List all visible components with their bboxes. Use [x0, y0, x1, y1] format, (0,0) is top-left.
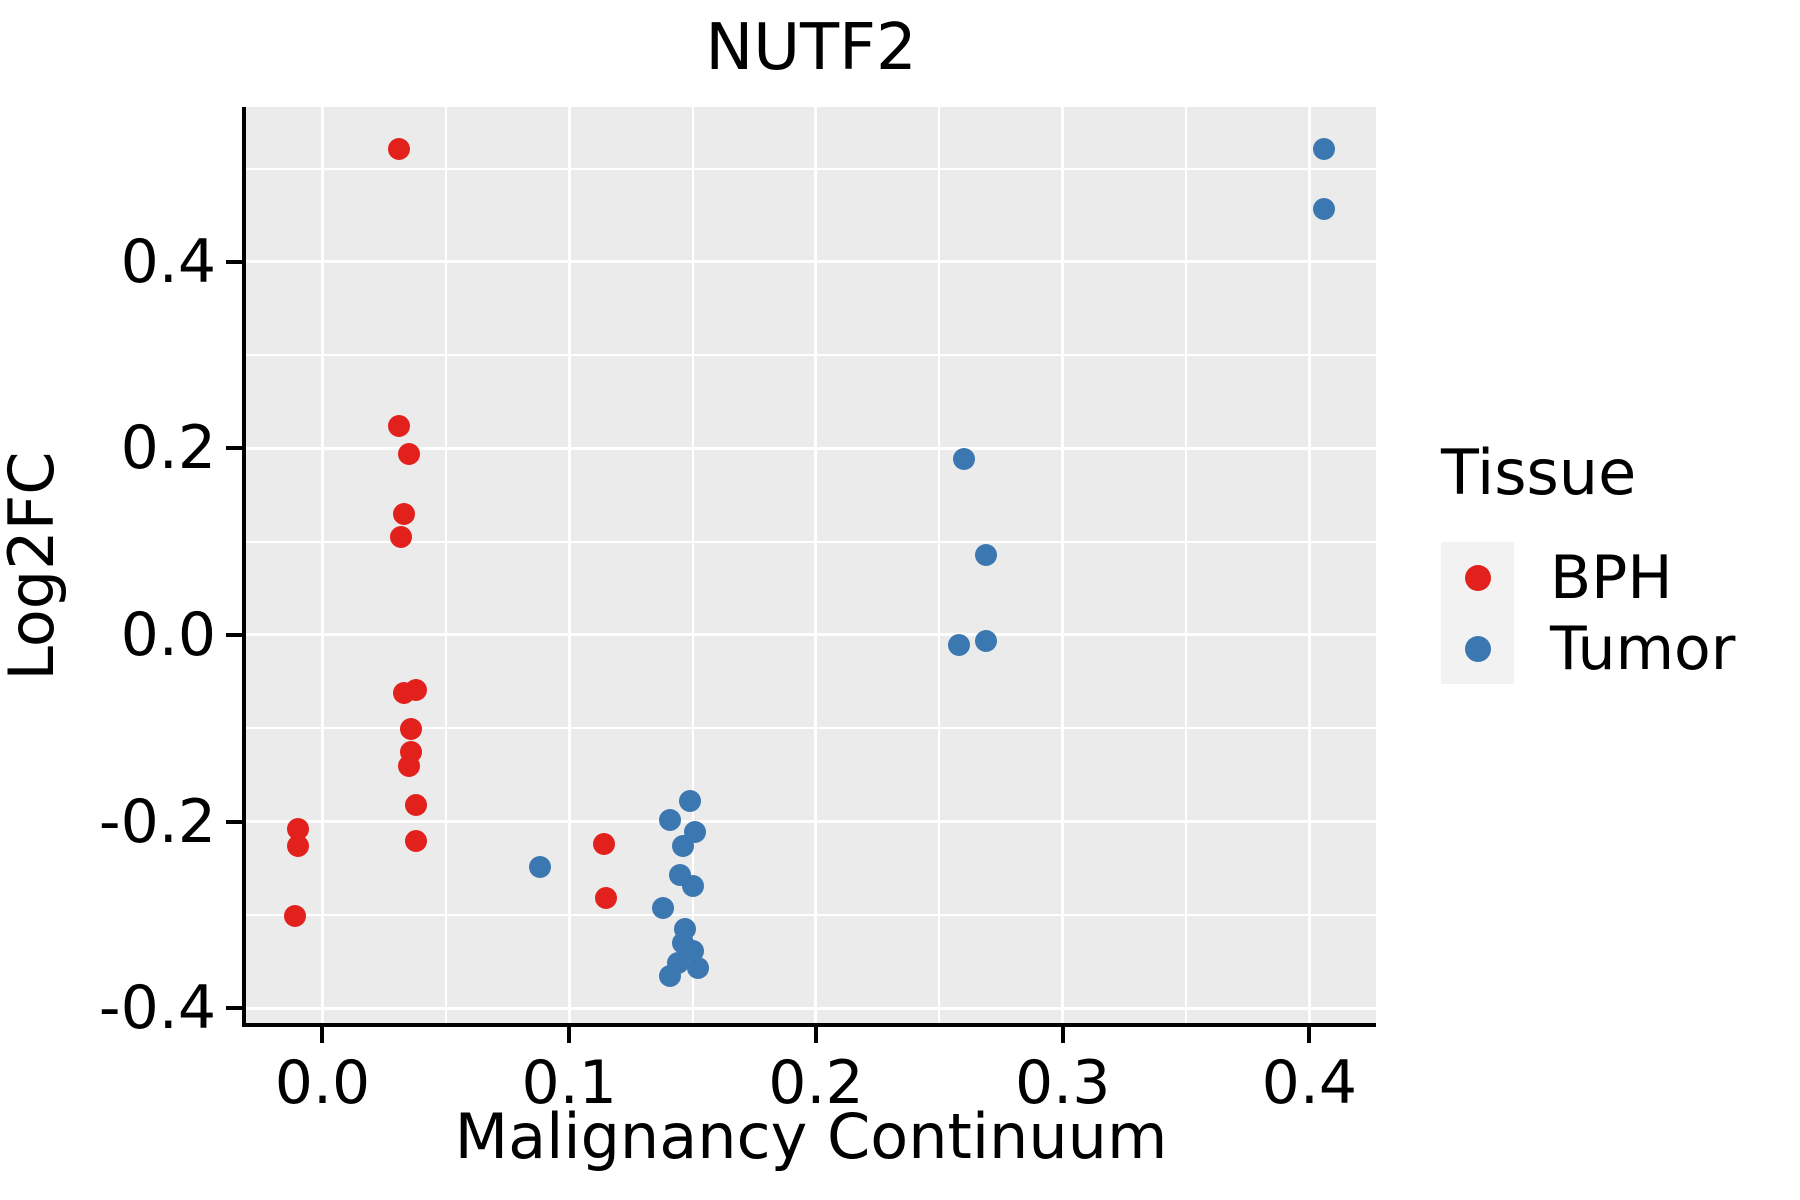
gridline-major-y [246, 260, 1376, 264]
legend-key-bph [1441, 542, 1514, 613]
data-point-bph [405, 678, 428, 701]
data-point-tumor [681, 874, 704, 897]
x-tick-mark [1307, 1027, 1312, 1043]
gridline-major-x [320, 107, 324, 1023]
data-point-tumor [659, 965, 682, 988]
y-tick-label: 0.0 [120, 599, 216, 670]
x-tick-mark [1060, 1027, 1065, 1043]
y-tick-label: -0.4 [98, 973, 216, 1044]
data-point-tumor [651, 897, 674, 920]
data-point-tumor [1313, 137, 1336, 160]
x-tick-label: 0.0 [274, 1048, 371, 1118]
legend-entry-bph: BPH [1441, 542, 1735, 613]
y-tick-mark [226, 259, 242, 264]
legend-dot-bph-icon [1464, 564, 1491, 591]
x-tick-mark [813, 1027, 818, 1043]
gridline-major-y [246, 1006, 1376, 1010]
x-tick-label: 0.4 [1261, 1048, 1358, 1118]
data-point-bph [387, 137, 410, 160]
data-point-tumor [679, 789, 702, 812]
data-point-tumor [1313, 197, 1336, 220]
y-tick-label: 0.4 [120, 226, 216, 297]
legend-title: Tissue [1441, 436, 1637, 509]
gridline-minor-y [246, 913, 1376, 916]
data-point-bph [286, 817, 309, 840]
gridline-major-x [1061, 107, 1065, 1023]
y-tick-label: 0.2 [120, 413, 216, 484]
y-axis-line [242, 107, 246, 1027]
data-point-tumor [975, 543, 998, 566]
x-tick-label: 0.1 [521, 1048, 617, 1118]
data-point-tumor [948, 634, 971, 657]
data-point-tumor [975, 629, 998, 652]
data-point-tumor [659, 808, 682, 831]
data-point-bph [405, 830, 428, 853]
data-point-tumor [528, 856, 551, 879]
gridline-major-y [246, 446, 1376, 450]
gridline-minor-y [246, 354, 1376, 357]
data-point-bph [592, 832, 615, 855]
gridline-minor-x [691, 107, 694, 1023]
gridline-major-x [814, 107, 818, 1023]
gridline-minor-y [246, 727, 1376, 730]
data-point-bph [405, 793, 428, 816]
gridline-major-y [246, 633, 1376, 637]
legend: Tissue BPH Tumor [1441, 440, 1735, 684]
legend-dot-tumor-icon [1464, 635, 1491, 662]
data-point-bph [400, 718, 423, 741]
x-tick-label: 0.3 [1014, 1048, 1111, 1118]
legend-label-bph: BPH [1550, 542, 1673, 613]
data-point-tumor [952, 447, 975, 470]
gridline-minor-x [938, 107, 941, 1023]
data-point-tumor [671, 834, 694, 857]
gridline-minor-x [1185, 107, 1188, 1023]
data-point-bph [390, 526, 413, 549]
data-point-bph [392, 502, 415, 525]
plot-panel [246, 107, 1376, 1023]
legend-key-tumor [1441, 613, 1514, 684]
gridline-major-x [567, 107, 571, 1023]
y-tick-mark [226, 446, 242, 451]
gridline-minor-y [246, 540, 1376, 543]
y-axis-title: Log2FC [0, 451, 68, 681]
y-tick-label: -0.2 [98, 786, 216, 857]
x-axis-line [242, 1023, 1376, 1027]
gridline-major-x [1307, 107, 1311, 1023]
data-point-bph [397, 755, 420, 778]
y-tick-mark [226, 1006, 242, 1011]
x-tick-mark [567, 1027, 572, 1043]
data-point-bph [397, 442, 420, 465]
data-point-bph [284, 904, 307, 927]
data-point-bph [286, 834, 309, 857]
gridline-minor-x [444, 107, 447, 1023]
legend-label-tumor: Tumor [1550, 613, 1736, 684]
y-tick-mark [226, 632, 242, 637]
gridline-major-y [246, 820, 1376, 824]
data-point-bph [595, 887, 618, 909]
data-point-tumor [686, 956, 709, 979]
gridline-minor-y [246, 167, 1376, 170]
x-tick-mark [320, 1027, 325, 1043]
y-tick-mark [226, 819, 242, 824]
data-point-bph [387, 415, 410, 437]
chart-title: NUTF2 [705, 11, 917, 85]
legend-entry-tumor: Tumor [1441, 613, 1735, 684]
x-tick-label: 0.2 [768, 1048, 864, 1118]
x-axis-title: Malignancy Continuum [454, 1100, 1168, 1173]
